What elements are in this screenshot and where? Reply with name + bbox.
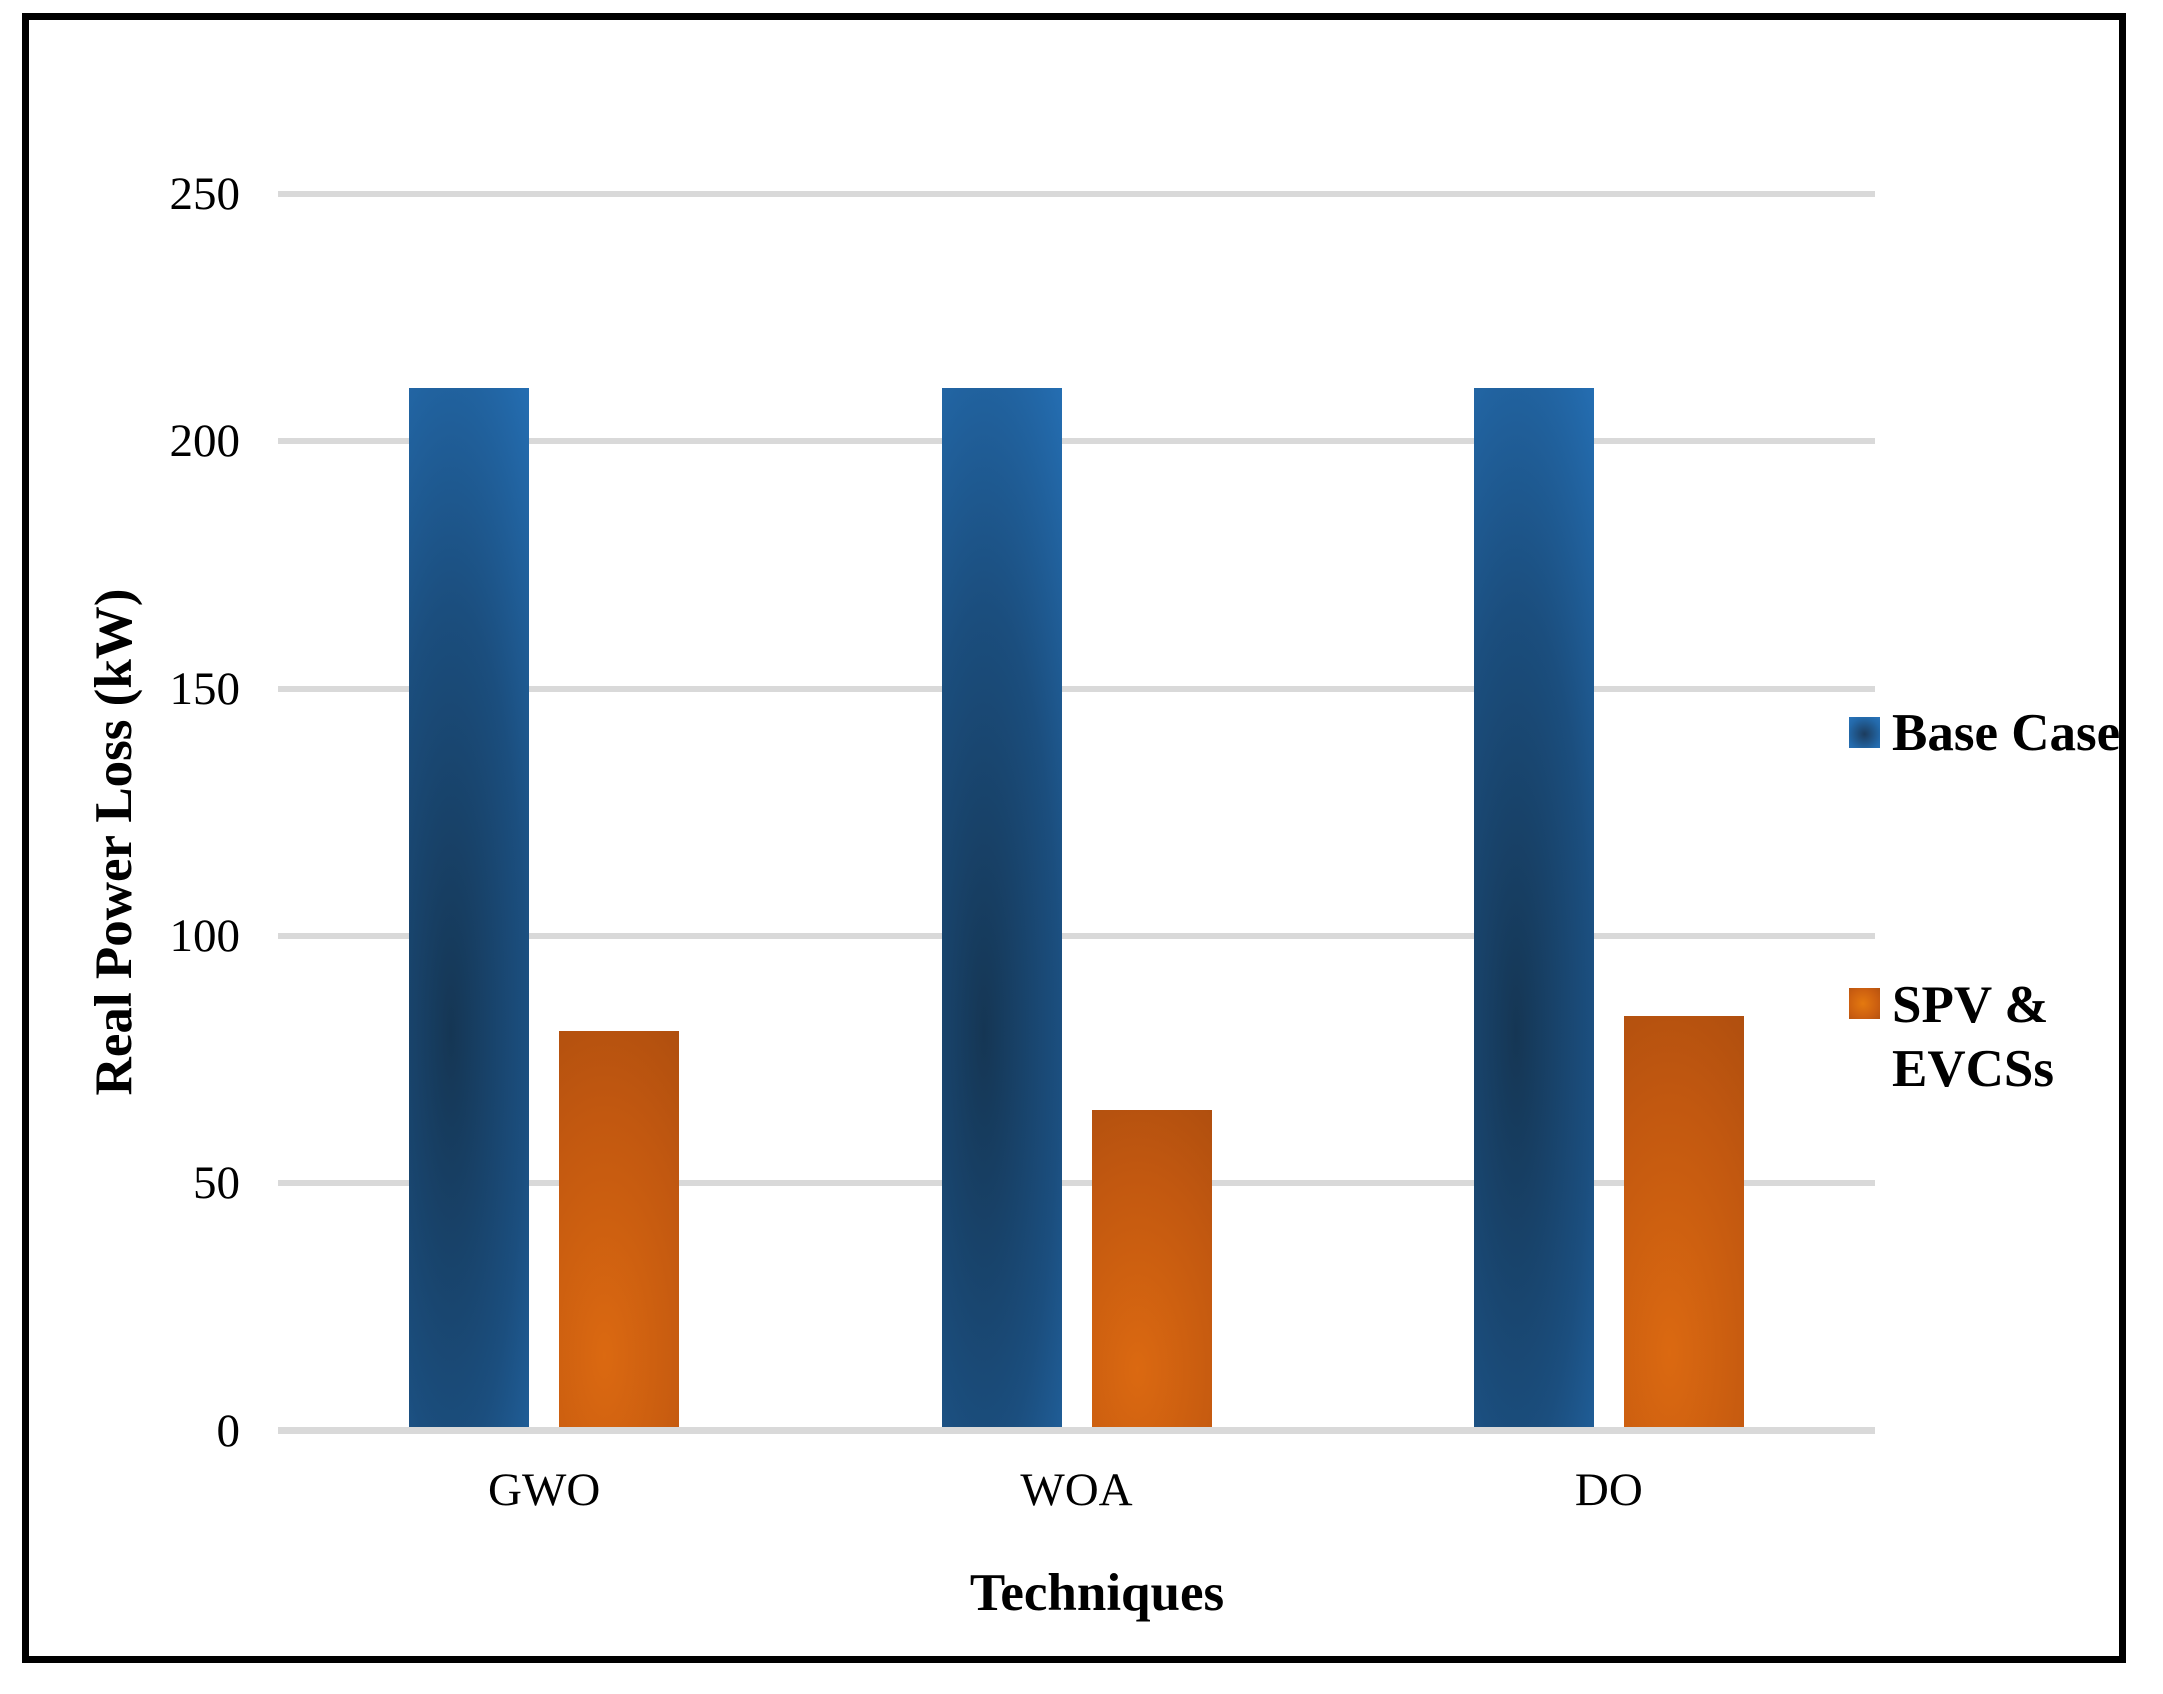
y-tick-label-50: 50 [193, 1157, 240, 1210]
legend-swatch-base-case-icon [1849, 717, 1880, 748]
legend-label-base-case: Base Case [1892, 704, 2121, 762]
bar-do-base-case [1473, 388, 1594, 1427]
legend-item-spv-evcss: SPV & EVCSs [1849, 973, 2163, 1101]
y-tick-label-250: 250 [169, 168, 241, 220]
legend-item-base-case: Base Case [1849, 701, 2163, 765]
bar-gwo-spv-evcss [559, 1031, 680, 1427]
x-category-label-do: DO [1574, 1464, 1643, 1516]
y-tick-label-100: 100 [169, 909, 241, 962]
y-tick-label-150: 150 [169, 662, 241, 715]
y-tick-label-200: 200 [169, 415, 241, 468]
gridline-100 [278, 932, 1875, 939]
legend-swatch-spv-evcss-icon [1849, 988, 1880, 1019]
x-axis-line [278, 1427, 1875, 1434]
y-tick-label-0: 0 [216, 1404, 241, 1457]
bar-gwo-base-case [409, 388, 530, 1427]
gridline-50 [278, 1180, 1875, 1187]
x-category-label-woa: WOA [1020, 1464, 1133, 1516]
gridline-200 [278, 438, 1875, 445]
gridline-250 [278, 191, 1875, 197]
legend-label-spv-evcss: SPV & EVCSs [1892, 976, 2055, 1098]
bar-do-spv-evcss [1623, 1016, 1744, 1427]
figure-border: Real Power Loss (kW) Techniques Base Cas… [22, 13, 2126, 1663]
bar-woa-spv-evcss [1091, 1110, 1212, 1427]
gridline-150 [278, 685, 1875, 692]
x-category-label-gwo: GWO [488, 1464, 601, 1516]
bar-woa-base-case [941, 388, 1062, 1427]
x-axis-title: Techniques [969, 1564, 1225, 1622]
